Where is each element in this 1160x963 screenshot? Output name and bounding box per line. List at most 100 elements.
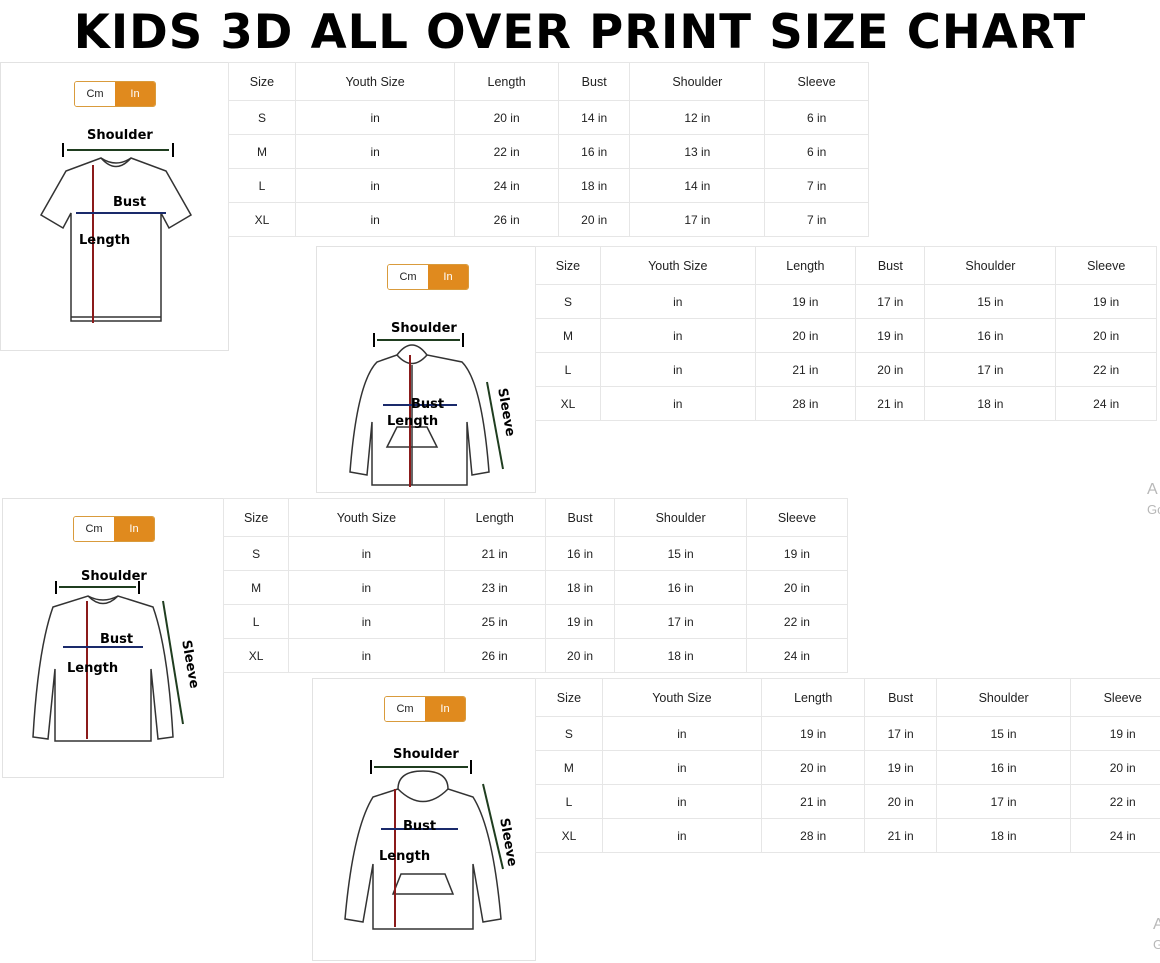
watermark-line: G [1153,937,1160,952]
watermark-text: A Go [1147,480,1160,520]
page-title: KIDS 3D ALL OVER PRINT SIZE CHART [73,5,1087,60]
column-header: Youth Size [288,498,445,537]
table-cell: 24 in [1055,386,1157,421]
table-row: XL in 26 in 20 in 17 in 7 in [228,202,869,237]
table-cell: 17 in [629,202,766,237]
unit-toggle[interactable]: Cm In [74,81,156,107]
table-cell: in [288,536,445,571]
table-cell: 20 in [454,100,559,135]
column-header: Length [760,678,866,717]
table-cell: 20 in [855,352,926,387]
table-cell: in [294,100,456,135]
column-header: Youth Size [599,246,756,285]
column-header: Sleeve [1055,246,1157,285]
table-cell: S [228,100,296,135]
table-cell: in [599,318,756,353]
table-cell: XL [535,386,601,421]
shoulder-label: Shoulder [87,128,153,143]
unit-toggle[interactable]: Cm In [384,696,466,722]
table-cell: 20 in [1070,750,1160,785]
table-header-row: Size Youth Size Length Bust Shoulder Sleeve [535,678,1160,717]
column-header: Size [228,62,296,101]
pullover-hoodie-illustration [344,760,504,930]
table-cell: 19 in [1055,284,1157,319]
unit-in-option[interactable]: In [114,517,154,541]
bust-label: Bust [411,397,445,412]
long-sleeve-diagram-panel: Cm In Shoulder Bust Length Sleeve [2,498,224,778]
table-cell: M [222,570,290,605]
table-cell: 22 in [1055,352,1157,387]
table-row: XL in 28 in 21 in 18 in 24 in [535,818,1160,853]
table-header-row: Size Youth Size Length Bust Shoulder Sleeve [228,62,869,101]
column-header: Sleeve [764,62,869,101]
table-cell: 16 in [544,536,616,571]
table-cell: in [288,570,445,605]
unit-cm-option[interactable]: Cm [74,517,114,541]
table-cell: 20 in [544,638,616,673]
table-cell: 15 in [924,284,1057,319]
table-cell: 6 in [764,100,869,135]
table-cell: 22 in [1070,784,1160,819]
zip-hoodie-diagram-panel: Cm In Shoulder Bust Length Sleeve [316,246,536,493]
table-cell: S [535,284,601,319]
table-cell: in [288,638,445,673]
length-label: Length [379,849,431,864]
table-cell: L [228,168,296,203]
table-cell: 21 in [443,536,546,571]
column-header: Size [222,498,290,537]
unit-in-option[interactable]: In [428,265,468,289]
table-cell: 20 in [754,318,857,353]
watermark-line: A [1147,481,1158,498]
table-cell: 15 in [614,536,747,571]
table-cell: 24 in [454,168,559,203]
table-cell: in [599,386,756,421]
table-cell: 22 in [745,604,849,639]
table-cell: M [535,318,601,353]
table-cell: 19 in [754,284,857,319]
table-cell: M [228,134,296,169]
unit-cm-option[interactable]: Cm [75,82,115,106]
pullover-hoodie-diagram-panel: Cm In Shoulder Bust Length Sleeve [312,678,536,961]
table-cell: in [294,168,456,203]
table-header-row: Size Youth Size Length Bust Shoulder Sleeve [535,246,1157,285]
column-header: Length [454,62,559,101]
table-cell: 28 in [760,818,866,853]
table-cell: 19 in [760,716,866,751]
shoulder-label: Shoulder [81,569,147,584]
table-cell: 28 in [754,386,857,421]
long-sleeve-illustration [32,581,184,742]
table-header-row: Size Youth Size Length Bust Shoulder Sleeve [222,498,849,537]
table-cell: 18 in [544,570,616,605]
unit-toggle[interactable]: Cm In [73,516,155,542]
table-cell: 21 in [754,352,857,387]
table-cell: 20 in [864,784,937,819]
unit-cm-option[interactable]: Cm [385,697,425,721]
column-header: Length [754,246,857,285]
unit-in-option[interactable]: In [425,697,465,721]
table-cell: L [535,784,603,819]
column-header: Sleeve [745,498,849,537]
table-cell: 17 in [935,784,1072,819]
table-cell: 20 in [745,570,849,605]
table-cell: in [288,604,445,639]
table-cell: 17 in [614,604,747,639]
unit-toggle[interactable]: Cm In [387,264,469,290]
table-cell: 21 in [864,818,937,853]
table-cell: L [535,352,601,387]
table-cell: 20 in [1055,318,1157,353]
table-cell: 12 in [629,100,766,135]
table-cell: S [222,536,290,571]
unit-in-option[interactable]: In [115,82,155,106]
unit-cm-option[interactable]: Cm [388,265,428,289]
